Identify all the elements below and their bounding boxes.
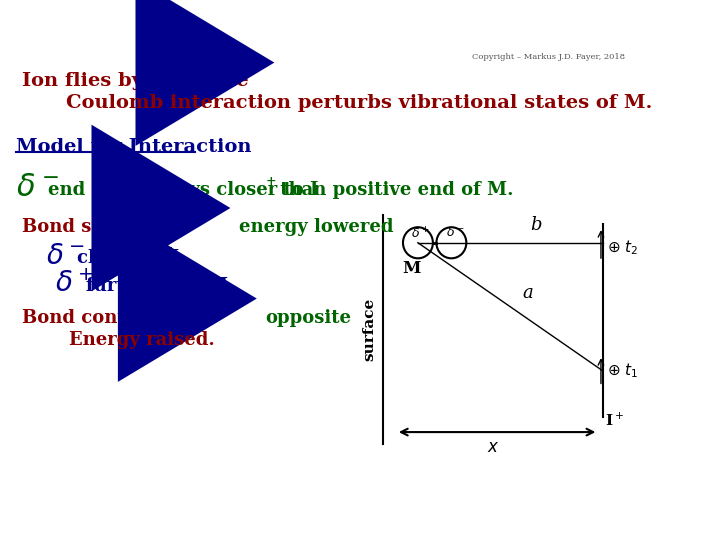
Text: Ion flies by molecule: Ion flies by molecule [22,72,248,90]
Text: $x$: $x$ [487,440,499,456]
Text: $\oplus\ t_2$: $\oplus\ t_2$ [607,238,639,256]
Text: $\delta^-$: $\delta^-$ [16,172,58,204]
Text: Model for Interaction: Model for Interaction [16,138,251,156]
Text: further from I: further from I [86,276,228,295]
Text: Energy raised.: Energy raised. [68,332,215,349]
Text: +: + [166,245,176,258]
Text: +: + [266,175,276,188]
Text: +: + [179,272,189,285]
Text: Coulomb interaction perturbs vibrational states of M.: Coulomb interaction perturbs vibrational… [66,94,652,112]
Text: I$^+$: I$^+$ [606,412,624,429]
Text: a: a [523,284,534,302]
Text: Bond contracted: Bond contracted [22,309,190,327]
Text: $\delta^+$: $\delta^+$ [411,226,429,241]
Text: b: b [530,215,541,234]
Text: Copyright – Markus J.D. Fayer, 2018: Copyright – Markus J.D. Fayer, 2018 [472,53,625,62]
Text: than positive end of M.: than positive end of M. [274,180,513,199]
Text: M: M [402,260,420,277]
Text: Bond stretch: Bond stretch [22,218,153,236]
Text: $\delta^-$: $\delta^-$ [46,243,85,270]
Text: surface: surface [363,298,377,361]
Text: end of M always closer to I: end of M always closer to I [48,180,318,199]
Text: $\oplus\ t_1$: $\oplus\ t_1$ [607,361,639,380]
Text: .: . [186,276,192,295]
Text: opposite: opposite [266,309,351,327]
Text: $\delta^+$: $\delta^+$ [55,270,94,298]
Text: $\delta^-$: $\delta^-$ [446,226,464,239]
Text: energy lowered: energy lowered [239,218,394,236]
Text: closer to I: closer to I [78,249,180,267]
Text: .: . [173,249,179,267]
